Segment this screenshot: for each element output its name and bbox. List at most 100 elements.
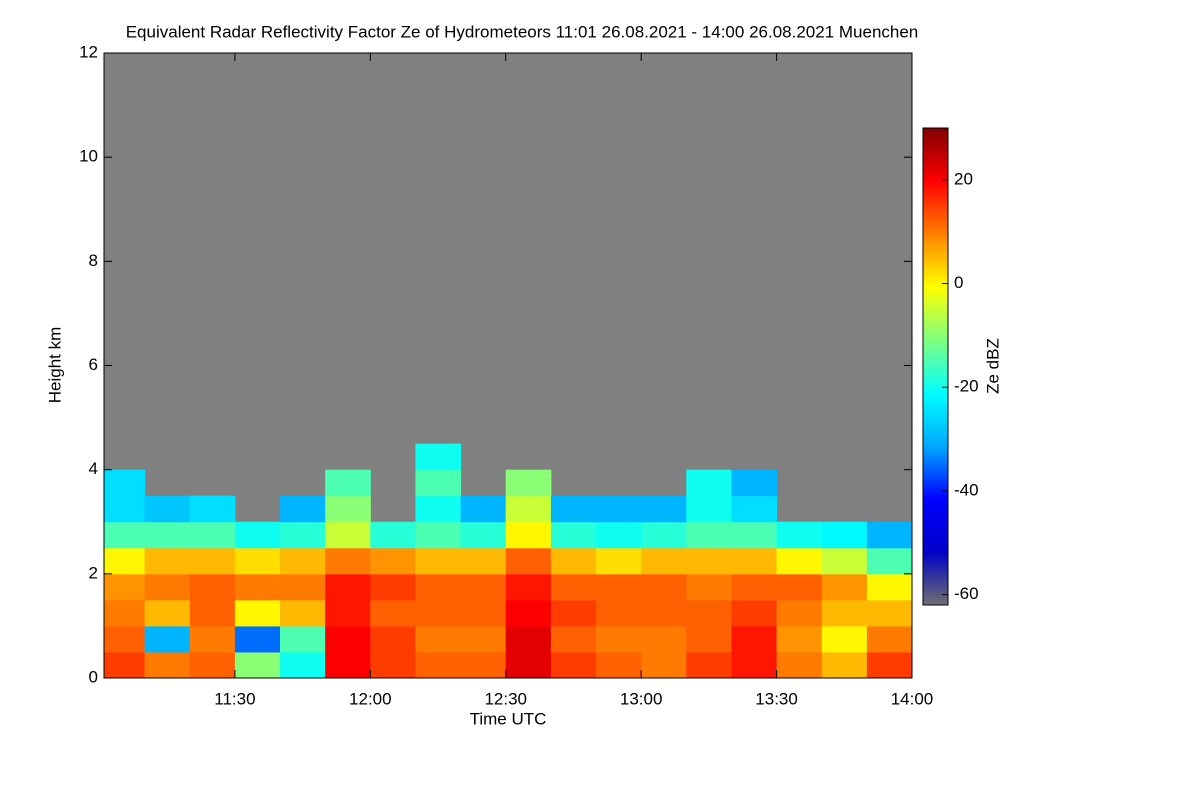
x-tick-label: 13:30 [755, 689, 798, 708]
cell [686, 521, 732, 549]
cell [370, 599, 416, 627]
cell [415, 651, 462, 678]
colorbar [922, 127, 949, 606]
cell [144, 599, 191, 627]
x-tick-label: 13:00 [620, 689, 663, 708]
y-tick-label: 8 [89, 251, 98, 270]
cell [280, 599, 326, 627]
cell [415, 521, 462, 549]
cell [104, 625, 146, 653]
cell [144, 625, 191, 653]
cell [550, 547, 597, 575]
cell [234, 599, 281, 627]
y-tick-label: 10 [79, 147, 98, 166]
cell [550, 651, 597, 678]
cell [189, 651, 236, 678]
colorbar-label: Ze dBZ [983, 338, 1002, 394]
cell [104, 651, 146, 678]
cell [189, 573, 236, 601]
cell [505, 651, 552, 678]
cell [731, 521, 778, 549]
cell [686, 651, 732, 678]
cell [189, 625, 236, 653]
cell [280, 547, 326, 575]
cell [731, 573, 778, 601]
cell [505, 469, 552, 497]
cell [641, 599, 687, 627]
cell [370, 573, 416, 601]
cell [370, 521, 416, 549]
cell [104, 547, 146, 575]
cell [325, 495, 371, 523]
cell [550, 599, 597, 627]
cell [596, 599, 642, 627]
cell [550, 625, 597, 653]
cell [415, 625, 462, 653]
cell [866, 625, 912, 653]
cell [821, 625, 868, 653]
cell [460, 599, 507, 627]
cell [325, 521, 371, 549]
cell [189, 599, 236, 627]
cell [415, 443, 462, 471]
colorbar-tick-label: 0 [954, 273, 963, 292]
cell [505, 573, 552, 601]
cell [596, 573, 642, 601]
cell [596, 651, 642, 678]
y-tick-label: 0 [89, 667, 98, 686]
cell [189, 547, 236, 575]
cell [370, 547, 416, 575]
cell [686, 469, 732, 497]
cells [104, 443, 912, 678]
x-tick-label: 14:00 [891, 689, 934, 708]
cell [731, 625, 778, 653]
x-tick-label: 12:00 [349, 689, 392, 708]
chart-title: Equivalent Radar Reflectivity Factor Ze … [126, 22, 919, 41]
cell [866, 651, 912, 678]
cell [866, 573, 912, 601]
cell [280, 651, 326, 678]
cell [415, 573, 462, 601]
cell [505, 521, 552, 549]
cell [325, 469, 371, 497]
cell [596, 521, 642, 549]
cell [370, 651, 416, 678]
cell [234, 651, 281, 678]
cell [460, 573, 507, 601]
cell [686, 625, 732, 653]
cell [776, 599, 823, 627]
cell [686, 547, 732, 575]
cell [104, 495, 146, 523]
cell [731, 547, 778, 575]
cell [234, 573, 281, 601]
cell [505, 599, 552, 627]
cell [776, 625, 823, 653]
cell [104, 521, 146, 549]
colorbar-tick-label: -60 [954, 584, 979, 603]
cell [731, 651, 778, 678]
x-tick-label: 11:30 [214, 689, 255, 708]
y-tick-label: 4 [89, 459, 98, 478]
cell [731, 599, 778, 627]
cell [550, 521, 597, 549]
cell [776, 573, 823, 601]
cell [280, 625, 326, 653]
cell [234, 521, 281, 549]
cell [821, 599, 868, 627]
cell [460, 625, 507, 653]
cell [596, 495, 642, 523]
cell [596, 625, 642, 653]
cell [144, 547, 191, 575]
cell [686, 495, 732, 523]
cell [104, 599, 146, 627]
cell [821, 573, 868, 601]
cell [234, 625, 281, 653]
cell [460, 521, 507, 549]
cell [776, 547, 823, 575]
cell [280, 495, 326, 523]
cell [550, 495, 597, 523]
cell [596, 547, 642, 575]
cell [460, 547, 507, 575]
cell [686, 599, 732, 627]
